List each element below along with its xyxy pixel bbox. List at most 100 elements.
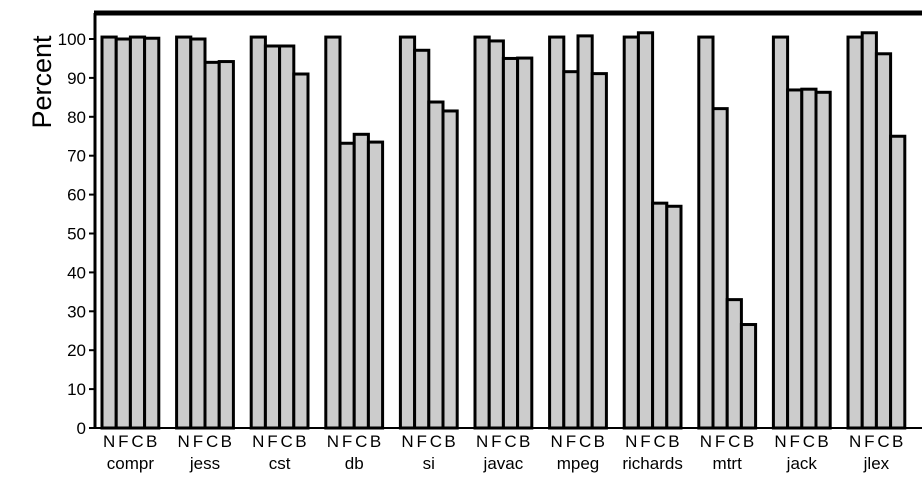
sub-label-compr-N: N	[103, 432, 115, 451]
bar-jack-F	[786, 88, 804, 430]
y-tick-label-30: 30	[67, 302, 86, 321]
sub-label-db-F: F	[342, 432, 352, 451]
bar-javac-B	[516, 56, 534, 430]
sub-label-richards-F: F	[640, 432, 650, 451]
bar-jess-C	[203, 60, 221, 430]
bar-richards-F	[636, 31, 655, 430]
sub-label-jess-B: B	[221, 432, 232, 451]
sub-label-mtrt-N: N	[700, 432, 712, 451]
bar-jack-C	[800, 87, 818, 430]
bar-si-B	[441, 109, 459, 430]
group-label-si: si	[423, 454, 435, 473]
bar-javac-F	[487, 39, 505, 430]
sub-label-compr-C: C	[131, 432, 143, 451]
group-label-mtrt: mtrt	[713, 454, 743, 473]
bar-compr-N	[100, 35, 118, 430]
sub-label-jack-B: B	[817, 432, 828, 451]
sub-label-javac-C: C	[504, 432, 516, 451]
group-label-db: db	[345, 454, 364, 473]
sub-label-db-C: C	[355, 432, 367, 451]
sub-label-mtrt-F: F	[715, 432, 725, 451]
sub-label-si-N: N	[401, 432, 413, 451]
y-tick-label-20: 20	[67, 341, 86, 360]
bar-jess-N	[175, 35, 193, 430]
group-label-compr: compr	[107, 454, 155, 473]
bar-compr-F	[114, 37, 132, 430]
bar-db-F	[338, 141, 356, 430]
bar-jess-B	[217, 60, 235, 430]
sub-label-mpeg-B: B	[594, 432, 605, 451]
sub-label-jack-N: N	[774, 432, 786, 451]
sub-label-richards-N: N	[625, 432, 637, 451]
sub-label-javac-F: F	[491, 432, 501, 451]
bar-mtrt-B	[739, 323, 758, 430]
group-label-richards: richards	[622, 454, 682, 473]
bar-jlex-C	[874, 52, 893, 430]
bar-si-N	[398, 35, 417, 430]
sub-label-mpeg-N: N	[551, 432, 563, 451]
sub-label-mpeg-C: C	[579, 432, 591, 451]
sub-label-jlex-N: N	[849, 432, 861, 451]
sub-label-si-C: C	[430, 432, 442, 451]
group-label-mpeg: mpeg	[557, 454, 600, 473]
bar-mpeg-B	[590, 72, 608, 430]
group-label-jack: jack	[786, 454, 818, 473]
sub-label-mpeg-F: F	[566, 432, 576, 451]
group-label-jlex: jlex	[863, 454, 890, 473]
sub-label-jlex-C: C	[877, 432, 889, 451]
sub-label-richards-C: C	[654, 432, 666, 451]
bar-mtrt-F	[711, 107, 729, 430]
sub-label-mtrt-B: B	[743, 432, 754, 451]
sub-label-jlex-F: F	[864, 432, 874, 451]
sub-label-si-B: B	[444, 432, 455, 451]
group-label-cst: cst	[269, 454, 291, 473]
sub-label-cst-F: F	[267, 432, 277, 451]
bar-mtrt-C	[725, 298, 743, 430]
bar-cst-B	[292, 72, 310, 430]
y-tick-label-40: 40	[67, 263, 86, 282]
y-axis: 0 10 20 30 40 50 60 70 80 90 100	[58, 30, 95, 438]
bar-jlex-N	[846, 35, 864, 430]
sub-label-jess-N: N	[178, 432, 190, 451]
bar-mtrt-N	[697, 35, 715, 430]
sub-label-jlex-B: B	[892, 432, 903, 451]
bar-cst-C	[278, 44, 296, 430]
y-tick-label-0: 0	[77, 419, 86, 438]
bar-db-N	[324, 35, 342, 430]
bar-cst-F	[263, 44, 282, 430]
sub-label-db-N: N	[327, 432, 339, 451]
sub-label-mtrt-C: C	[728, 432, 740, 451]
sub-label-javac-N: N	[476, 432, 488, 451]
y-tick-label-90: 90	[67, 69, 86, 88]
group-label-javac: javac	[483, 454, 524, 473]
sub-label-si-F: F	[417, 432, 427, 451]
bar-mpeg-C	[576, 34, 594, 430]
bar-jack-B	[814, 90, 832, 430]
y-tick-label-100: 100	[58, 30, 86, 49]
bar-javac-C	[501, 56, 520, 430]
bar-jack-N	[771, 35, 790, 430]
bar-jess-F	[189, 37, 207, 430]
bar-si-F	[413, 48, 431, 430]
y-tick-label-80: 80	[67, 108, 86, 127]
y-tick-label-60: 60	[67, 186, 86, 205]
bar-mpeg-F	[562, 70, 580, 430]
sub-label-jack-F: F	[790, 432, 800, 451]
bar-si-C	[427, 100, 445, 430]
sub-label-jack-C: C	[803, 432, 815, 451]
sub-label-compr-F: F	[118, 432, 128, 451]
bar-cst-N	[249, 35, 267, 430]
bar-compr-B	[143, 36, 161, 430]
y-tick-label-50: 50	[67, 225, 86, 244]
y-tick-label-70: 70	[67, 147, 86, 166]
sub-label-javac-B: B	[519, 432, 530, 451]
group-label-jess: jess	[189, 454, 220, 473]
plot-frame	[93, 10, 922, 429]
sub-label-cst-B: B	[295, 432, 306, 451]
bar-richards-N	[622, 35, 640, 430]
sub-label-db-B: B	[370, 432, 381, 451]
y-tick-label-10: 10	[67, 380, 86, 399]
bar-richards-C	[651, 201, 669, 430]
